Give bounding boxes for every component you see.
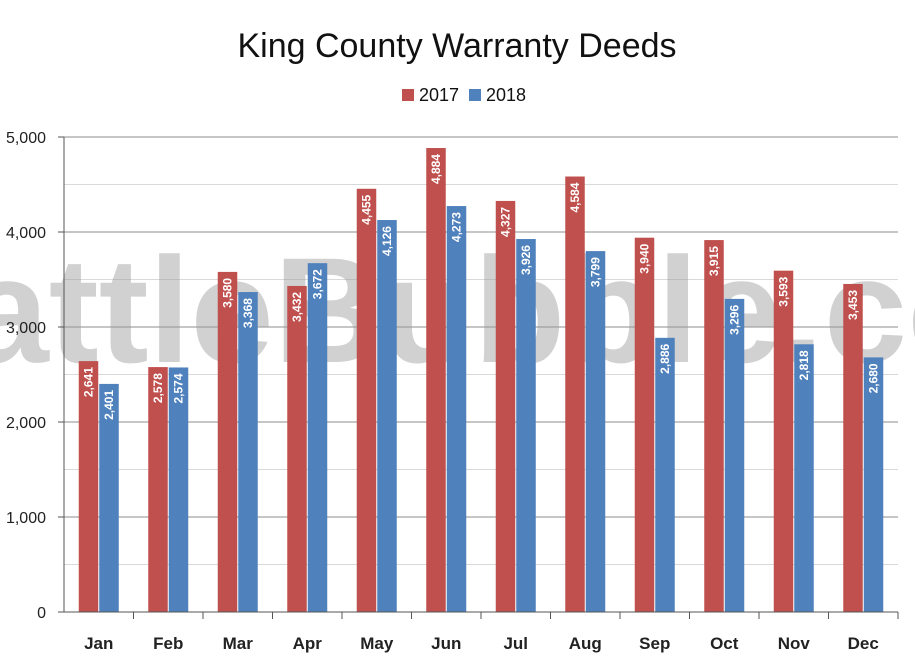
data-label-2017-may: 4,455 (360, 194, 374, 224)
y-tick-label: 3,000 (6, 320, 46, 337)
data-label-2018-oct: 3,296 (728, 305, 742, 335)
bar-2017-jan (78, 361, 99, 612)
bar-2018-dec (863, 357, 884, 612)
legend-label-2017: 2017 (419, 85, 459, 105)
x-tick-label: Jul (503, 634, 528, 653)
data-label-2017-jul: 4,327 (499, 207, 513, 237)
axes: 0 1,000 2,000 3,000 4,000 5,000 Jan Feb Mar Apr Ma… (6, 130, 899, 653)
data-label-2017-dec: 3,453 (846, 290, 860, 320)
legend-swatch-2018 (469, 89, 481, 101)
data-label-2018-jul: 3,926 (519, 245, 533, 275)
data-label-2017-aug: 4,584 (568, 182, 582, 212)
x-tick-label: Jun (431, 634, 461, 653)
bar-2017-sep (634, 237, 655, 612)
gridlines (64, 136, 898, 613)
chart-title: King County Warranty Deeds (237, 27, 676, 65)
data-label-2018-aug: 3,799 (589, 257, 603, 287)
bar-2017-jul (495, 200, 516, 612)
data-label-2018-may: 4,126 (380, 226, 394, 256)
data-label-2017-apr: 3,432 (290, 292, 304, 322)
bar-2017-oct (704, 240, 724, 612)
bar-2018-jun (446, 206, 467, 612)
data-label-2017-oct: 3,915 (707, 246, 721, 276)
x-tick-label: May (360, 634, 394, 653)
bar-2018-jul (516, 239, 536, 612)
y-tick-label: 1,000 (6, 510, 46, 527)
x-tick-label: Nov (778, 634, 811, 653)
bar-2018-sep (655, 337, 675, 612)
legend-label-2018: 2018 (486, 85, 526, 105)
x-tick-label: Feb (153, 634, 183, 653)
bar-2018-oct (724, 298, 745, 612)
bar-2018-nov (794, 344, 814, 612)
bar-2017-apr (287, 285, 307, 612)
x-tick-label: Mar (223, 634, 254, 653)
bar-2017-mar (217, 271, 238, 612)
data-label-2018-jun: 4,273 (450, 212, 464, 242)
bar-2017-dec (843, 283, 863, 612)
data-label-2017-nov: 3,593 (777, 276, 791, 306)
bar-2017-aug (565, 176, 585, 612)
data-label-2018-feb: 2,574 (172, 373, 186, 403)
data-label-2018-apr: 3,672 (311, 269, 325, 299)
x-tick-label: Jan (84, 634, 113, 653)
bar-2018-mar (238, 292, 258, 612)
x-tick-label: Apr (293, 634, 323, 653)
y-tick-label: 4,000 (6, 225, 46, 242)
bar-2017-feb (148, 367, 168, 612)
data-label-2017-jun: 4,884 (429, 154, 443, 184)
bar-2018-aug (585, 251, 606, 612)
bar-2018-feb (168, 367, 189, 612)
x-tick-label: Sep (639, 634, 670, 653)
bar-2018-jan (99, 383, 119, 612)
data-label-2017-mar: 3,580 (221, 278, 235, 308)
data-label-2017-jan: 2,641 (82, 367, 96, 397)
data-label-2018-nov: 2,818 (797, 350, 811, 380)
data-label-2017-sep: 3,940 (638, 243, 652, 273)
data-label-2018-jan: 2,401 (102, 390, 116, 420)
bar-2017-may (356, 188, 377, 612)
y-tick-label: 0 (37, 605, 46, 622)
bar-2018-apr (307, 263, 328, 612)
data-label-2018-dec: 2,680 (867, 363, 881, 393)
bars: 2,641 2,401 2,578 2,574 3,580 3,368 3,432 3,672… (78, 148, 884, 612)
data-label-2018-sep: 2,886 (658, 344, 672, 374)
data-label-2017-feb: 2,578 (151, 373, 165, 403)
bar-2018-may (377, 220, 397, 612)
x-tick-label: Dec (848, 634, 879, 653)
data-label-2018-mar: 3,368 (241, 298, 255, 328)
y-tick-label: 5,000 (6, 130, 46, 147)
y-tick-label: 2,000 (6, 415, 46, 432)
x-tick-label: Oct (710, 634, 739, 653)
bar-2017-jun (426, 148, 446, 612)
legend-swatch-2017 (402, 89, 414, 101)
legend: 2017 2018 (402, 85, 526, 105)
bar-2017-nov (773, 270, 794, 612)
x-tick-label: Aug (569, 634, 602, 653)
